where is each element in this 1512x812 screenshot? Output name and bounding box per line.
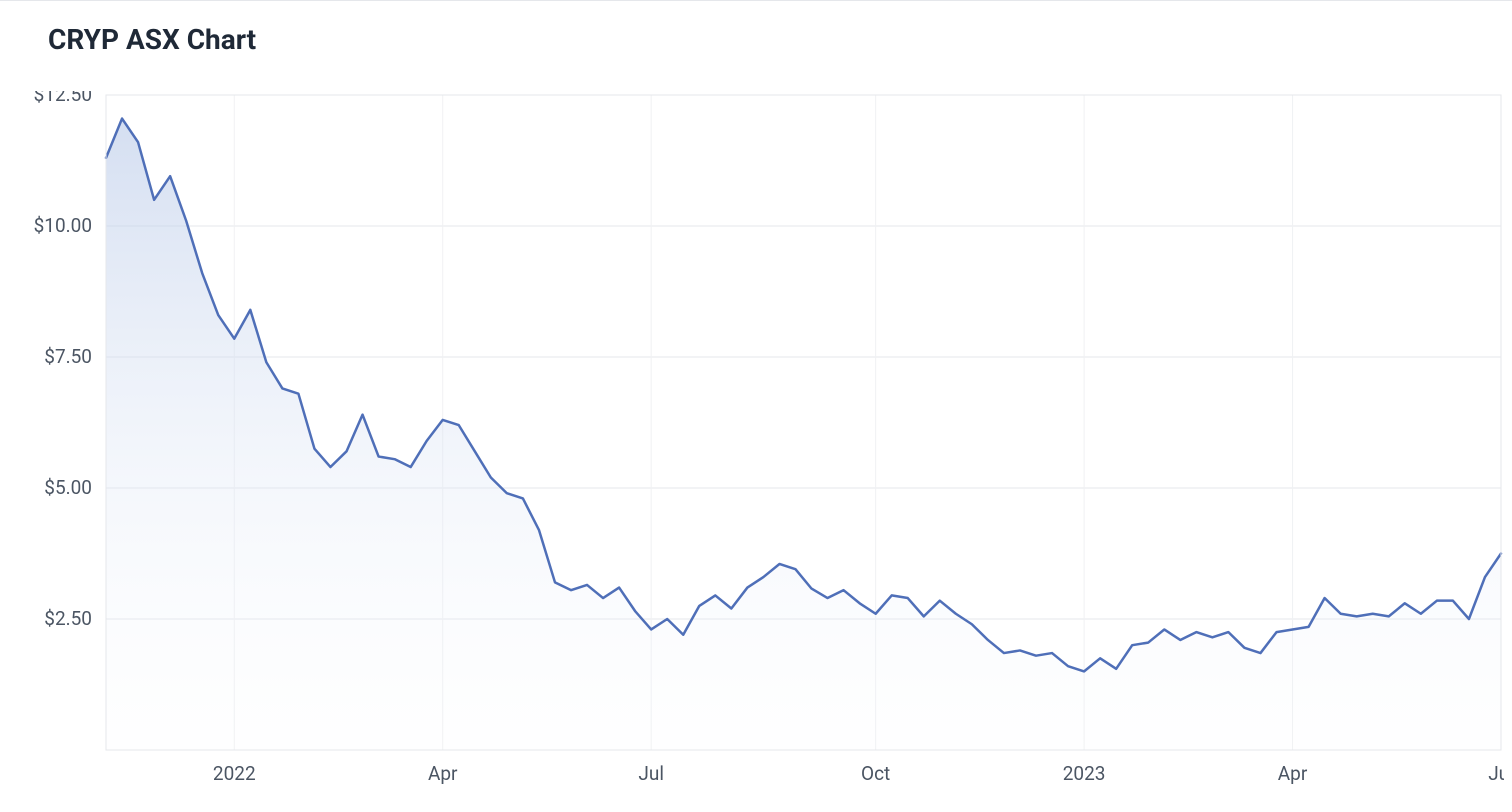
y-axis-tick-label: $12.50 bbox=[34, 91, 92, 106]
y-axis-tick-label: $7.50 bbox=[44, 345, 92, 368]
chart-svg: $2.50 $5.00 $7.50 $10.00 $12.50 2022 Apr Jul Oct… bbox=[14, 91, 1504, 801]
x-axis-tick-label: Jul bbox=[638, 762, 664, 785]
x-axis-tick-label: Apr bbox=[1278, 762, 1308, 785]
chart-container: CRYP ASX Chart $2.50 $5.00 $7.50 $10.00 $12.… bbox=[0, 0, 1512, 812]
chart-title: CRYP ASX Chart bbox=[0, 1, 1512, 56]
y-axis-tick-label: $5.00 bbox=[44, 476, 92, 499]
x-axis-tick-label: 2023 bbox=[1063, 762, 1106, 785]
y-axis-tick-label: $10.00 bbox=[34, 214, 92, 237]
x-axis-tick-label: Apr bbox=[428, 762, 458, 785]
chart-plot-area: $2.50 $5.00 $7.50 $10.00 $12.50 2022 Apr Jul Oct… bbox=[14, 91, 1504, 801]
chart-area-fill bbox=[106, 119, 1501, 750]
x-axis-tick-label: 2022 bbox=[213, 762, 256, 785]
x-axis-tick-label: Oct bbox=[861, 762, 890, 785]
x-axis-tick-label: Jul bbox=[1488, 762, 1504, 785]
y-axis-tick-label: $2.50 bbox=[44, 607, 92, 630]
